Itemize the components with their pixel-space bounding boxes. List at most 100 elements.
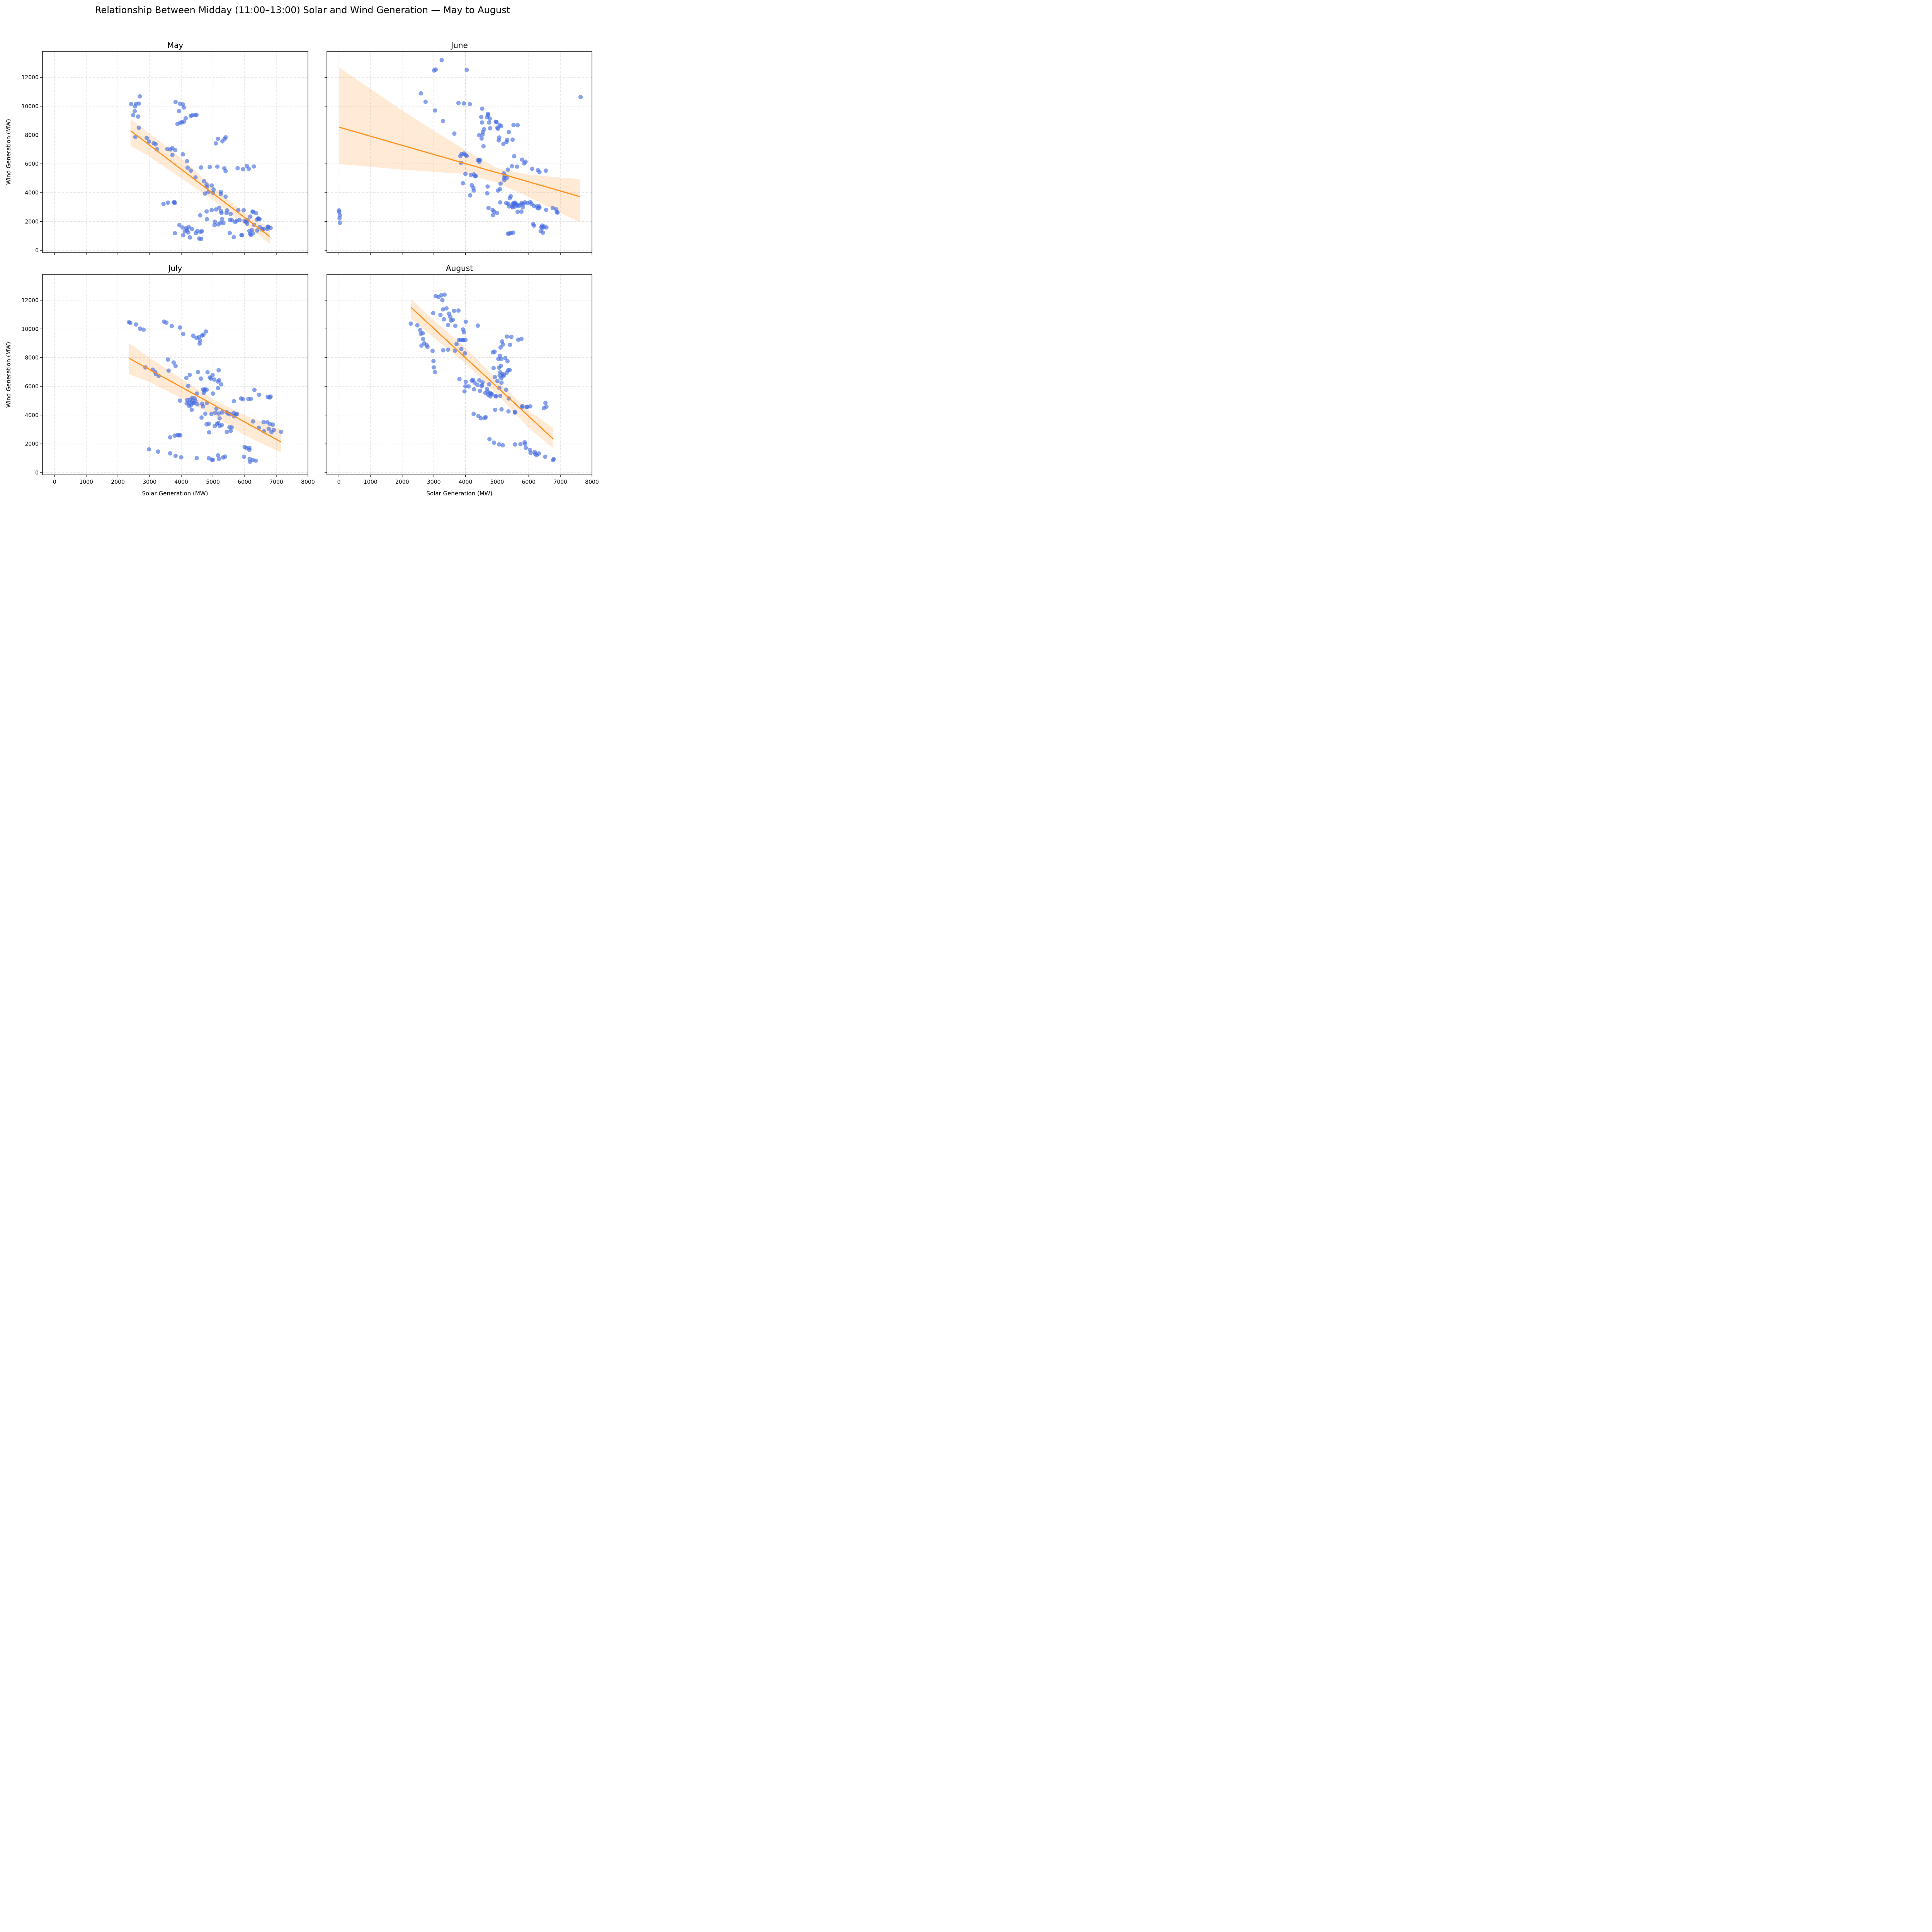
axes-frame [42,274,308,475]
data-point [498,200,503,205]
data-point [211,457,215,462]
data-point [555,210,560,215]
axes-frame [327,51,592,253]
data-point [478,158,482,162]
data-point [241,208,246,213]
data-point [220,217,224,221]
data-point [261,420,266,425]
data-point [213,410,218,415]
data-point [146,139,151,144]
x-tick-label: 7000 [553,479,567,485]
y-tick-label: 4000 [25,190,39,196]
data-point [247,167,251,171]
data-point [479,115,484,119]
data-point [491,366,496,371]
data-point [219,211,224,215]
data-point [202,179,206,184]
data-point [442,292,447,297]
data-point [486,112,491,117]
data-point [223,194,228,199]
data-point [448,315,452,319]
data-point [164,320,169,325]
data-point [461,330,466,335]
data-point [185,159,189,163]
data-point [495,379,500,383]
data-point [145,136,149,140]
data-point [193,175,198,180]
data-point [509,194,513,199]
data-point [185,165,190,170]
data-point [509,335,514,339]
data-point [415,323,420,328]
confidence-band [129,343,281,453]
data-point [498,393,503,398]
data-point [498,345,503,350]
data-point [270,422,275,427]
data-point [141,327,146,332]
data-point [520,403,525,408]
data-point [138,326,143,331]
data-point [444,306,449,311]
data-point [515,123,520,128]
data-point [235,412,239,416]
data-point [481,144,486,149]
data-point [498,364,503,368]
y-axis-label-top: Wind Generation (MW) [5,119,12,185]
confidence-band [130,119,270,244]
data-point [503,356,508,361]
data-point [499,357,503,361]
data-point [184,376,189,380]
data-point [146,447,151,452]
data-point [498,354,502,358]
data-point [471,412,476,416]
data-point [190,227,194,231]
data-point [492,440,496,445]
data-point [544,207,548,212]
data-point [438,313,443,317]
data-point [199,376,203,381]
data-point [497,442,502,447]
data-point [515,209,520,214]
panel-august: 0 1000 2000 3000 4000 5000 6000 7000 8000 August [325,264,599,485]
data-point [440,298,445,303]
data-point [173,453,178,458]
data-point [536,451,541,456]
data-point [216,136,220,141]
data-point [462,389,467,394]
data-point [495,211,500,215]
panel-title: May [167,41,184,50]
data-point [173,364,178,368]
data-point [532,223,536,228]
data-point [193,399,198,403]
data-point [209,183,214,188]
data-point [255,228,260,233]
data-point [189,407,194,412]
panel-title: August [446,264,473,273]
data-point [199,229,204,233]
data-point [252,164,256,169]
data-point [520,157,524,162]
data-point [430,349,435,353]
data-point [136,126,141,130]
data-point [252,388,257,392]
data-point [463,337,468,342]
data-point [459,347,464,351]
data-point [169,324,174,328]
data-point [199,236,204,241]
y-tick-label: 8000 [25,132,39,138]
data-point [132,109,137,114]
data-point [207,430,211,435]
x-tick-label: 6000 [522,479,536,485]
data-point [441,348,446,353]
data-point [166,368,171,373]
data-point [578,95,583,99]
data-point [168,435,172,440]
data-point [227,231,232,235]
data-point [518,442,523,447]
data-point [487,437,492,442]
x-tick-label: 8000 [301,479,315,485]
data-point [425,344,430,349]
data-point [213,219,217,224]
data-point [543,454,548,459]
panel-title: June [450,41,468,50]
